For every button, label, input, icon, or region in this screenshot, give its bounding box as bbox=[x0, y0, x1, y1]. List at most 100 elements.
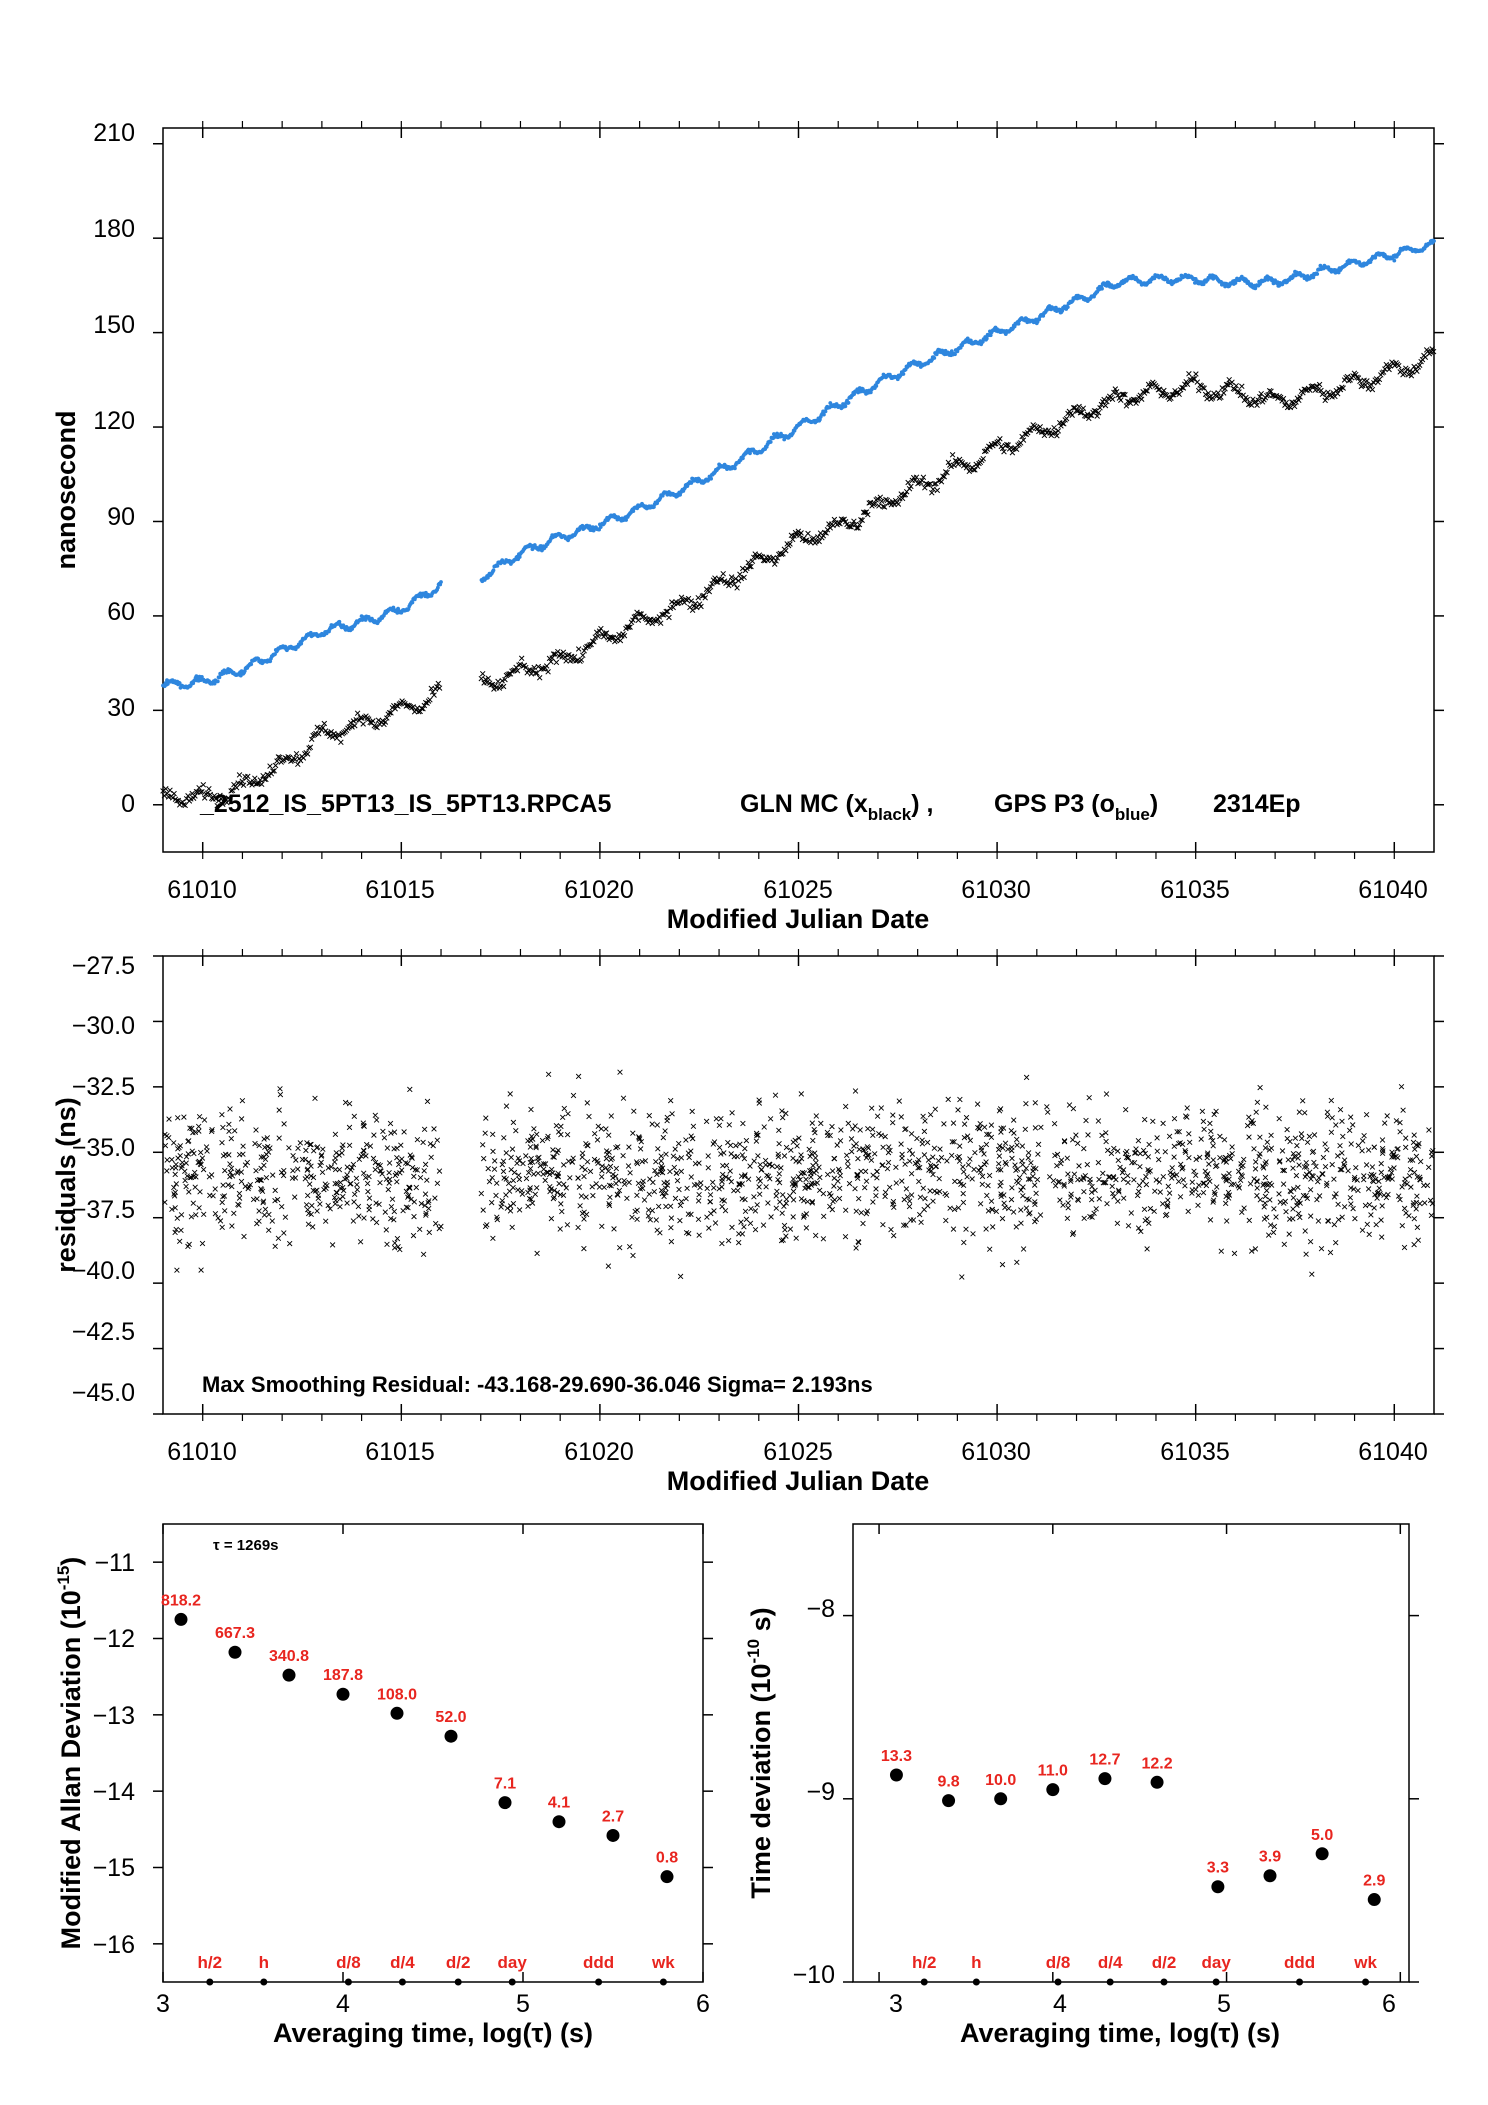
residual-point bbox=[303, 1147, 309, 1154]
residual-point bbox=[933, 1163, 939, 1170]
gln-point bbox=[805, 530, 811, 537]
residual-point bbox=[583, 1140, 589, 1147]
residual-point bbox=[577, 1203, 583, 1209]
residual-point bbox=[520, 1160, 526, 1167]
residual-point bbox=[351, 1113, 358, 1120]
gps-point bbox=[439, 580, 443, 584]
residual-point bbox=[876, 1130, 882, 1137]
residual-point bbox=[664, 1182, 671, 1188]
residual-point bbox=[498, 1204, 504, 1210]
residual-point bbox=[921, 1152, 928, 1158]
residual-point bbox=[960, 1199, 967, 1206]
residual-point bbox=[1010, 1117, 1017, 1123]
residual-point bbox=[1163, 1211, 1170, 1218]
p2-ytick: −45.0 bbox=[72, 1379, 135, 1407]
residual-point bbox=[505, 1180, 512, 1187]
gln-point bbox=[557, 651, 564, 657]
gln-point bbox=[315, 731, 322, 737]
residual-point bbox=[236, 1190, 243, 1197]
residual-point bbox=[1287, 1188, 1293, 1194]
residual-point bbox=[414, 1167, 421, 1173]
residual-point bbox=[480, 1155, 487, 1162]
residual-point bbox=[221, 1208, 228, 1214]
residual-point bbox=[696, 1232, 702, 1238]
residual-point bbox=[616, 1187, 623, 1194]
residual-point bbox=[173, 1161, 179, 1168]
residual-point bbox=[547, 1188, 553, 1195]
residual-point bbox=[1313, 1163, 1319, 1170]
residual-point bbox=[305, 1221, 312, 1227]
residual-point bbox=[258, 1185, 264, 1192]
gln-point bbox=[997, 436, 1003, 442]
residual-point bbox=[1110, 1175, 1117, 1181]
residual-point bbox=[1116, 1189, 1122, 1195]
residual-point bbox=[1166, 1133, 1173, 1140]
gln-point bbox=[536, 675, 543, 681]
residual-point bbox=[183, 1154, 190, 1160]
residual-point bbox=[388, 1203, 395, 1210]
p2-xlabel: Modified Julian Date bbox=[667, 1466, 930, 1496]
gln-point bbox=[837, 520, 843, 527]
residual-point bbox=[177, 1143, 184, 1149]
residual-point bbox=[307, 1141, 313, 1148]
residual-point bbox=[1204, 1150, 1211, 1156]
residual-point bbox=[846, 1180, 853, 1187]
gln-point bbox=[709, 581, 715, 587]
residual-point bbox=[874, 1175, 880, 1181]
p2-xtick: 61025 bbox=[763, 1438, 833, 1466]
p1-ylabel: nanosecond bbox=[51, 410, 81, 569]
residual-point bbox=[346, 1124, 353, 1131]
residual-point bbox=[870, 1199, 876, 1205]
residual-point bbox=[658, 1153, 664, 1159]
residual-point bbox=[977, 1169, 984, 1175]
p1-xtick: 61010 bbox=[167, 876, 237, 904]
residual-point bbox=[197, 1159, 203, 1165]
residual-point bbox=[925, 1157, 932, 1163]
gln-point bbox=[1314, 383, 1320, 389]
gln-point bbox=[502, 676, 508, 683]
gln-point bbox=[174, 798, 180, 804]
residual-point bbox=[1123, 1154, 1130, 1161]
residual-point bbox=[605, 1168, 612, 1174]
residual-point bbox=[1260, 1182, 1266, 1189]
residual-point bbox=[172, 1171, 178, 1178]
residual-point bbox=[1018, 1187, 1024, 1193]
residual-point bbox=[362, 1174, 369, 1181]
gps-point bbox=[1065, 305, 1070, 309]
gln-point bbox=[1430, 348, 1437, 355]
residual-point bbox=[388, 1130, 394, 1136]
residual-point bbox=[1185, 1208, 1191, 1215]
residual-point bbox=[672, 1146, 678, 1152]
residual-point bbox=[372, 1112, 379, 1119]
residual-point bbox=[745, 1176, 752, 1182]
residual-point bbox=[827, 1203, 833, 1210]
residual-point bbox=[510, 1119, 517, 1126]
residual-point bbox=[186, 1241, 192, 1248]
gln-point bbox=[263, 776, 269, 783]
residual-point bbox=[960, 1190, 966, 1197]
residual-point bbox=[783, 1196, 790, 1203]
residuals-panel: −27.5 −30.0 −32.5 −35.0 −37.5 −40.0 −42.… bbox=[51, 949, 1444, 1496]
residual-point bbox=[1294, 1142, 1300, 1149]
gln-point bbox=[249, 782, 255, 788]
residual-point bbox=[1195, 1192, 1202, 1199]
residual-point bbox=[765, 1200, 771, 1206]
residual-point bbox=[639, 1158, 645, 1165]
gln-point bbox=[858, 517, 864, 523]
residual-point bbox=[1143, 1173, 1149, 1180]
residual-point bbox=[1402, 1135, 1409, 1141]
residual-point bbox=[1371, 1205, 1377, 1211]
residual-point bbox=[1355, 1142, 1362, 1149]
residual-point bbox=[304, 1174, 310, 1180]
residual-point bbox=[659, 1169, 666, 1176]
residual-point bbox=[501, 1135, 507, 1141]
residual-point bbox=[1089, 1183, 1095, 1190]
residual-point bbox=[957, 1096, 963, 1103]
gps-point bbox=[491, 568, 496, 573]
residual-point bbox=[1052, 1183, 1059, 1189]
gln-point bbox=[803, 537, 810, 543]
residual-point bbox=[1179, 1166, 1185, 1172]
residual-point bbox=[1340, 1133, 1346, 1140]
point-label: 13.3 bbox=[881, 1748, 912, 1765]
residual-point bbox=[219, 1111, 225, 1118]
